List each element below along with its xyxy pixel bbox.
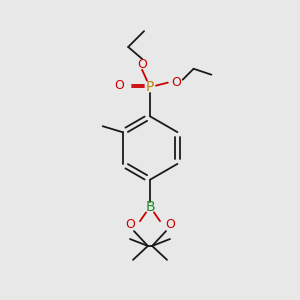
Text: O: O: [165, 218, 175, 231]
Text: O: O: [137, 58, 147, 71]
Text: P: P: [146, 80, 154, 94]
Text: O: O: [125, 218, 135, 231]
Text: B: B: [145, 200, 155, 214]
Text: O: O: [114, 79, 124, 92]
Text: O: O: [171, 76, 181, 89]
